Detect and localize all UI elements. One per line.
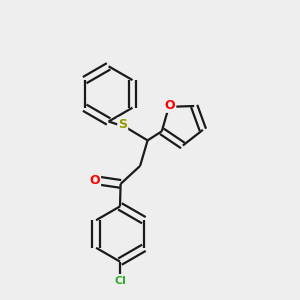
Text: S: S [118, 118, 127, 131]
Text: Cl: Cl [114, 276, 126, 286]
Text: O: O [165, 99, 175, 112]
Text: O: O [89, 174, 100, 187]
